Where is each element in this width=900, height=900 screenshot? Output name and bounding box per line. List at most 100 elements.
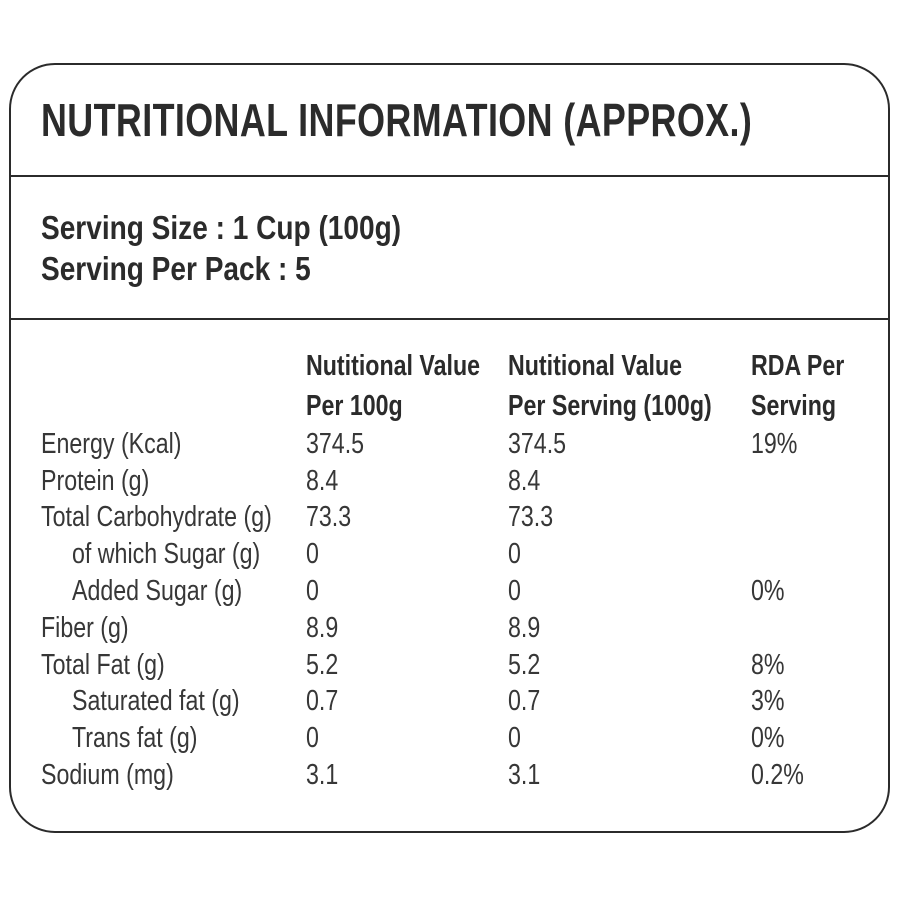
nutrient-name: Saturated fat (g) bbox=[41, 685, 306, 718]
value-per-serving-text: 0 bbox=[508, 575, 521, 608]
value-per-100g: 3.1 bbox=[306, 759, 508, 792]
value-per-serving-text: 0 bbox=[508, 722, 521, 755]
value-per-100g: 0 bbox=[306, 722, 508, 755]
value-per-serving: 73.3 bbox=[508, 501, 751, 534]
value-per-100g-text: 0 bbox=[306, 575, 319, 608]
value-per-100g-text: 73.3 bbox=[306, 501, 352, 534]
table-row-protein: Protein (g) 8.4 8.4 bbox=[41, 463, 888, 500]
nutrient-name-text: Fiber (g) bbox=[41, 611, 129, 644]
value-per-100g: 0.7 bbox=[306, 685, 508, 718]
col-header-per-serving: Nutitional Value Per Serving (100g) bbox=[508, 346, 751, 426]
value-per-100g: 5.2 bbox=[306, 649, 508, 682]
nutrient-name: Energy (Kcal) bbox=[41, 428, 306, 461]
rda-value-text: 0.2% bbox=[751, 759, 804, 792]
value-per-serving-text: 73.3 bbox=[508, 501, 554, 534]
table-row-saturated-fat: Saturated fat (g) 0.7 0.7 3% bbox=[41, 684, 888, 721]
value-per-100g-text: 8.9 bbox=[306, 611, 339, 644]
nutrient-name-text: Energy (Kcal) bbox=[41, 427, 182, 460]
value-per-100g-text: 0 bbox=[306, 722, 319, 755]
nutrient-name-text: of which Sugar (g) bbox=[72, 538, 261, 571]
page-title: NUTRITIONAL INFORMATION (APPROX.) bbox=[41, 94, 753, 146]
nutrition-table: Nutitional Value Per 100g Nutitional Val… bbox=[11, 320, 888, 794]
value-per-serving-text: 374.5 bbox=[508, 427, 567, 460]
value-per-100g: 8.9 bbox=[306, 612, 508, 645]
col-header-per-serving-line1: Nutitional Value bbox=[508, 350, 683, 382]
value-per-100g-text: 5.2 bbox=[306, 648, 339, 681]
nutrient-name: Total Carbohydrate (g) bbox=[41, 501, 306, 534]
serving-size-text: Serving Size : 1 Cup (100g) bbox=[41, 208, 402, 246]
rda-value: 3% bbox=[751, 685, 888, 718]
rda-value-text: 3% bbox=[751, 685, 785, 718]
col-header-nutrient bbox=[41, 346, 306, 426]
nutrient-name-text: Total Carbohydrate (g) bbox=[41, 501, 272, 534]
value-per-serving-text: 3.1 bbox=[508, 759, 541, 792]
value-per-100g: 73.3 bbox=[306, 501, 508, 534]
table-header-row: Nutitional Value Per 100g Nutitional Val… bbox=[41, 346, 888, 426]
value-per-serving: 0 bbox=[508, 538, 751, 571]
nutrient-name: Protein (g) bbox=[41, 465, 306, 498]
value-per-serving-text: 5.2 bbox=[508, 648, 541, 681]
table-row-added-sugar: Added Sugar (g) 0 0 0% bbox=[41, 573, 888, 610]
rda-value: 19% bbox=[751, 428, 888, 461]
nutrient-name: of which Sugar (g) bbox=[41, 538, 306, 571]
value-per-serving: 0 bbox=[508, 575, 751, 608]
table-row-total-fat: Total Fat (g) 5.2 5.2 8% bbox=[41, 647, 888, 684]
value-per-serving: 0 bbox=[508, 722, 751, 755]
value-per-100g: 0 bbox=[306, 575, 508, 608]
col-header-per-100g-line1: Nutitional Value bbox=[306, 350, 481, 382]
col-header-per-100g: Nutitional Value Per 100g bbox=[306, 346, 508, 426]
nutrient-name: Added Sugar (g) bbox=[41, 575, 306, 608]
nutrient-name-text: Total Fat (g) bbox=[41, 648, 165, 681]
value-per-serving: 5.2 bbox=[508, 649, 751, 682]
nutrient-name: Trans fat (g) bbox=[41, 722, 306, 755]
value-per-serving: 374.5 bbox=[508, 428, 751, 461]
rda-value: 8% bbox=[751, 649, 888, 682]
table-row-of-which-sugar: of which Sugar (g) 0 0 bbox=[41, 536, 888, 573]
rda-value-text: 0% bbox=[751, 575, 785, 608]
value-per-serving: 3.1 bbox=[508, 759, 751, 792]
value-per-serving: 8.4 bbox=[508, 465, 751, 498]
value-per-100g-text: 0.7 bbox=[306, 685, 339, 718]
value-per-100g: 8.4 bbox=[306, 465, 508, 498]
value-per-100g-text: 0 bbox=[306, 538, 319, 571]
table-row-fiber: Fiber (g) 8.9 8.9 bbox=[41, 610, 888, 647]
nutrient-name: Total Fat (g) bbox=[41, 649, 306, 682]
value-per-serving: 8.9 bbox=[508, 612, 751, 645]
col-header-rda-line2: Serving bbox=[751, 390, 837, 422]
nutrition-label-card: NUTRITIONAL INFORMATION (APPROX.) Servin… bbox=[9, 63, 890, 833]
nutrient-name: Fiber (g) bbox=[41, 612, 306, 645]
serving-section: Serving Size : 1 Cup (100g) Serving Per … bbox=[11, 177, 888, 320]
nutrient-name-text: Trans fat (g) bbox=[72, 722, 198, 755]
value-per-serving-text: 0.7 bbox=[508, 685, 541, 718]
nutrient-name-text: Added Sugar (g) bbox=[72, 575, 243, 608]
rda-value-text: 8% bbox=[751, 648, 785, 681]
col-header-rda: RDA Per Serving bbox=[751, 346, 888, 426]
serving-per-pack-text: Serving Per Pack : 5 bbox=[41, 249, 311, 287]
rda-value-text: 0% bbox=[751, 722, 785, 755]
value-per-100g: 374.5 bbox=[306, 428, 508, 461]
value-per-serving-text: 8.9 bbox=[508, 611, 541, 644]
title-section: NUTRITIONAL INFORMATION (APPROX.) bbox=[11, 65, 888, 177]
value-per-serving-text: 8.4 bbox=[508, 464, 541, 497]
nutrient-name-text: Sodium (mg) bbox=[41, 759, 174, 792]
rda-value-text: 19% bbox=[751, 427, 798, 460]
value-per-100g-text: 8.4 bbox=[306, 464, 339, 497]
table-row-trans-fat: Trans fat (g) 0 0 0% bbox=[41, 720, 888, 757]
col-header-per-serving-line2: Per Serving (100g) bbox=[508, 390, 712, 422]
nutrient-name: Sodium (mg) bbox=[41, 759, 306, 792]
table-row-total-carbohydrate: Total Carbohydrate (g) 73.3 73.3 bbox=[41, 500, 888, 537]
col-header-per-100g-line2: Per 100g bbox=[306, 390, 403, 422]
nutrient-name-text: Protein (g) bbox=[41, 464, 150, 497]
value-per-100g: 0 bbox=[306, 538, 508, 571]
table-row-sodium: Sodium (mg) 3.1 3.1 0.2% bbox=[41, 757, 888, 794]
value-per-100g-text: 3.1 bbox=[306, 759, 339, 792]
rda-value: 0.2% bbox=[751, 759, 888, 792]
value-per-serving: 0.7 bbox=[508, 685, 751, 718]
value-per-serving-text: 0 bbox=[508, 538, 521, 571]
nutrient-name-text: Saturated fat (g) bbox=[72, 685, 240, 718]
rda-value: 0% bbox=[751, 722, 888, 755]
value-per-100g-text: 374.5 bbox=[306, 427, 365, 460]
col-header-rda-line1: RDA Per bbox=[751, 350, 845, 382]
rda-value: 0% bbox=[751, 575, 888, 608]
